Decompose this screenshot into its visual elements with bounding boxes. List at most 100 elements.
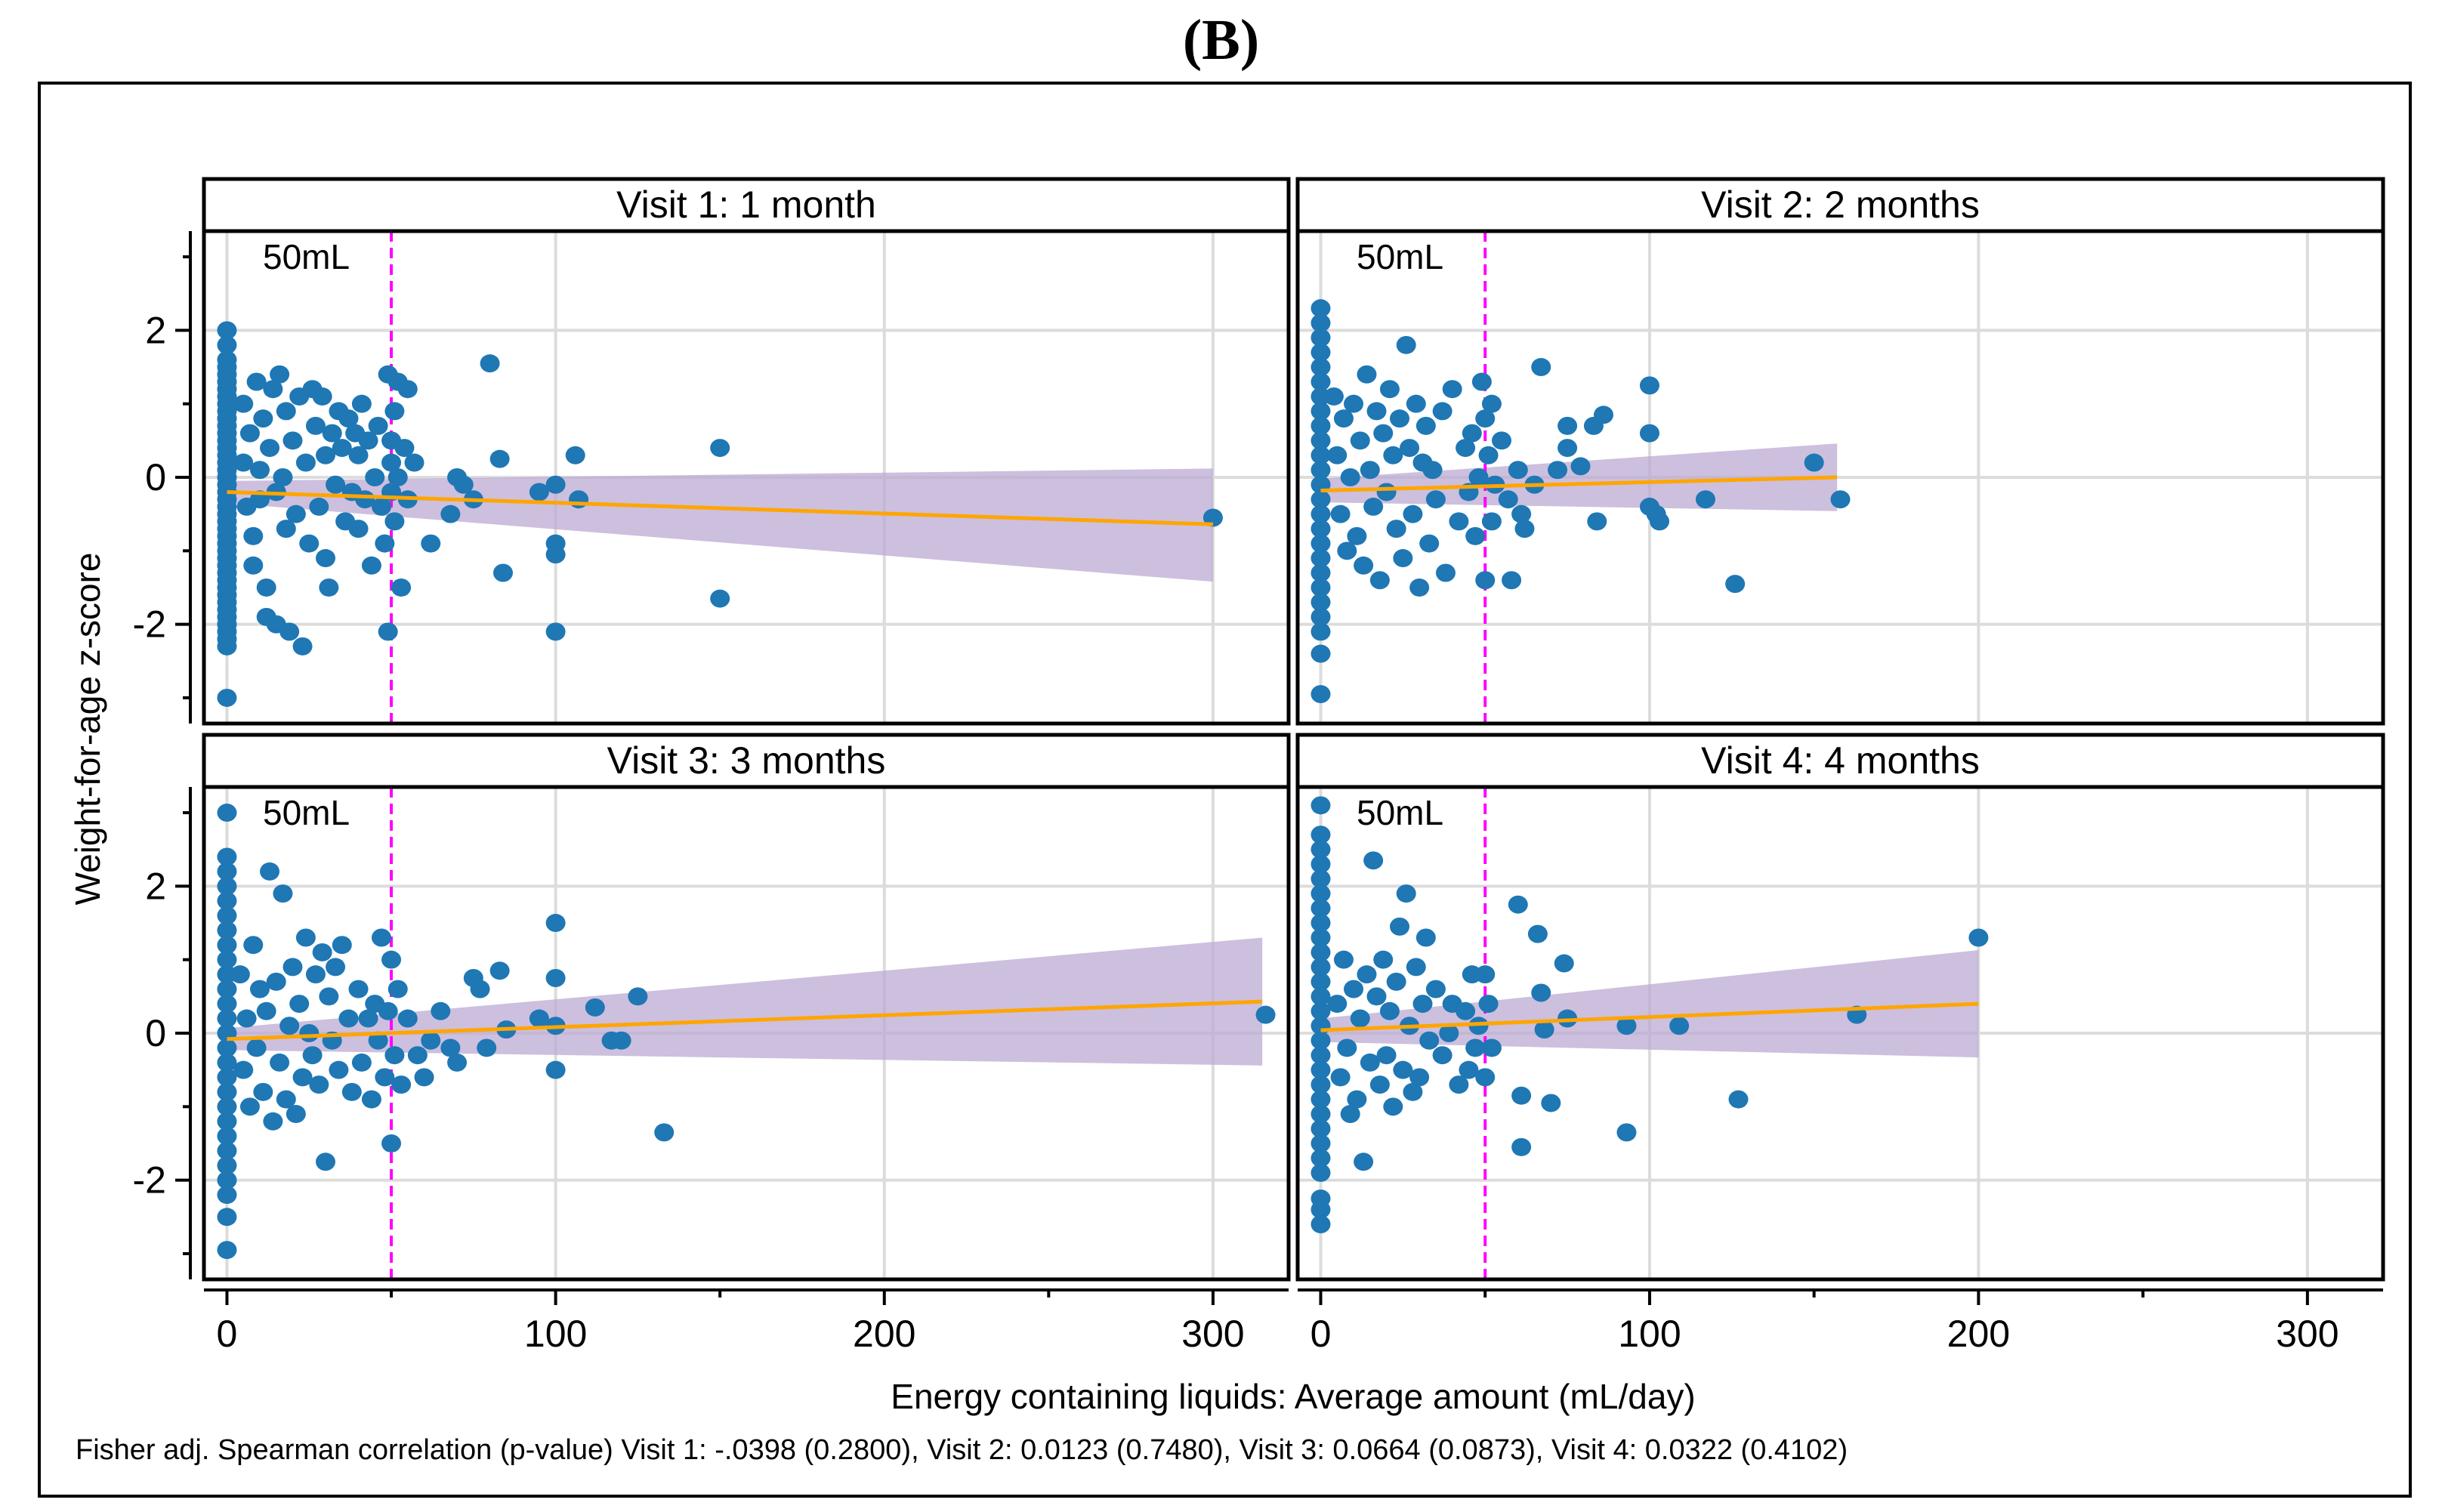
data-point: [1389, 917, 1409, 936]
reference-label: 50mL: [263, 237, 350, 276]
data-point: [217, 804, 237, 822]
data-point: [1830, 490, 1851, 509]
data-point: [1650, 512, 1669, 531]
data-point: [1639, 424, 1659, 443]
y-tick-label: 0: [145, 456, 166, 498]
data-point: [365, 468, 385, 486]
x-tick-label: 300: [2276, 1313, 2339, 1355]
data-point: [1311, 358, 1331, 377]
data-point: [239, 1097, 260, 1116]
data-point: [270, 1053, 290, 1072]
data-point: [1340, 1105, 1360, 1124]
data-point: [1311, 914, 1331, 933]
data-point: [1369, 571, 1390, 590]
data-point: [1311, 869, 1331, 888]
data-point: [1475, 409, 1496, 428]
footnote: Fisher adj. Spearman correlation (p-valu…: [76, 1434, 1848, 1466]
y-axis-label: Weight-for-age z-score: [68, 553, 107, 906]
data-point: [529, 1009, 549, 1028]
data-point: [217, 906, 237, 925]
data-point: [305, 416, 326, 435]
data-point: [545, 1060, 566, 1079]
data-point: [1456, 439, 1476, 458]
panel-frame-layer: [175, 177, 2385, 1305]
data-point: [348, 520, 369, 538]
data-point: [1439, 1024, 1459, 1042]
data-point: [387, 980, 408, 998]
data-point: [289, 995, 310, 1014]
data-point: [233, 453, 254, 472]
panel-title: Visit 4: 4 months: [1701, 739, 1980, 782]
data-point: [368, 1031, 388, 1050]
data-point: [440, 1038, 461, 1057]
data-point: [299, 534, 320, 553]
data-point: [270, 365, 290, 384]
data-point: [351, 1053, 372, 1072]
data-point: [1728, 1090, 1749, 1109]
data-point: [1350, 431, 1370, 450]
data-point: [1360, 1053, 1380, 1072]
data-point: [1366, 402, 1387, 421]
data-point: [381, 950, 402, 969]
data-point: [1347, 1090, 1367, 1109]
data-point: [375, 534, 395, 553]
data-point: [1373, 950, 1394, 969]
data-point: [1531, 983, 1551, 1002]
reference-label: 50mL: [263, 793, 350, 832]
data-point: [361, 1090, 381, 1109]
data-point: [1311, 928, 1331, 947]
data-point: [1465, 1038, 1486, 1057]
data-point: [1311, 855, 1331, 874]
data-point: [249, 980, 270, 998]
data-point: [279, 1017, 300, 1035]
data-point: [1415, 416, 1436, 435]
data-point: [217, 980, 237, 998]
points-layer: [217, 299, 1989, 1260]
data-point: [326, 475, 346, 494]
data-point: [243, 556, 264, 575]
data-point: [217, 847, 237, 866]
x-tick-label: 0: [1311, 1313, 1332, 1355]
data-point: [217, 637, 237, 656]
data-point: [1311, 329, 1331, 347]
data-point: [299, 1024, 320, 1042]
data-point: [217, 950, 237, 969]
data-point: [1409, 1068, 1430, 1087]
data-point: [378, 1001, 398, 1020]
data-point: [1554, 954, 1574, 973]
y-tick-label: 2: [145, 865, 166, 907]
data-point: [217, 877, 237, 896]
x-tick-label: 0: [217, 1313, 238, 1355]
data-point: [286, 505, 306, 523]
data-point: [1311, 1001, 1331, 1020]
data-point: [1442, 380, 1462, 399]
text-layer: Visit 1: 1 month 50mL -2 0 2 Visit 2: 2 month…: [68, 184, 2339, 1466]
data-point: [348, 980, 369, 998]
data-point: [397, 1009, 418, 1028]
data-point: [1360, 461, 1380, 480]
data-point: [217, 995, 237, 1014]
y-tick-label: -2: [133, 603, 166, 646]
data-point: [217, 321, 237, 340]
data-point: [233, 394, 254, 413]
data-point: [253, 1082, 273, 1101]
data-point: [1725, 575, 1746, 594]
data-point: [407, 1046, 428, 1065]
data-point: [1386, 972, 1406, 991]
data-point: [1311, 1200, 1331, 1219]
data-point: [1425, 490, 1446, 509]
data-point: [1587, 512, 1607, 531]
figure-label: (B): [1182, 8, 1260, 72]
data-point: [312, 387, 332, 406]
data-point: [545, 475, 566, 494]
data-point: [1481, 512, 1502, 531]
data-point: [217, 1156, 237, 1175]
data-point: [381, 453, 402, 472]
data-point: [341, 1082, 362, 1101]
data-point: [565, 446, 585, 464]
data-point: [1311, 431, 1331, 450]
data-point: [217, 1112, 237, 1131]
data-point: [1511, 1086, 1532, 1105]
data-point: [391, 1075, 412, 1094]
data-point: [1462, 424, 1482, 443]
